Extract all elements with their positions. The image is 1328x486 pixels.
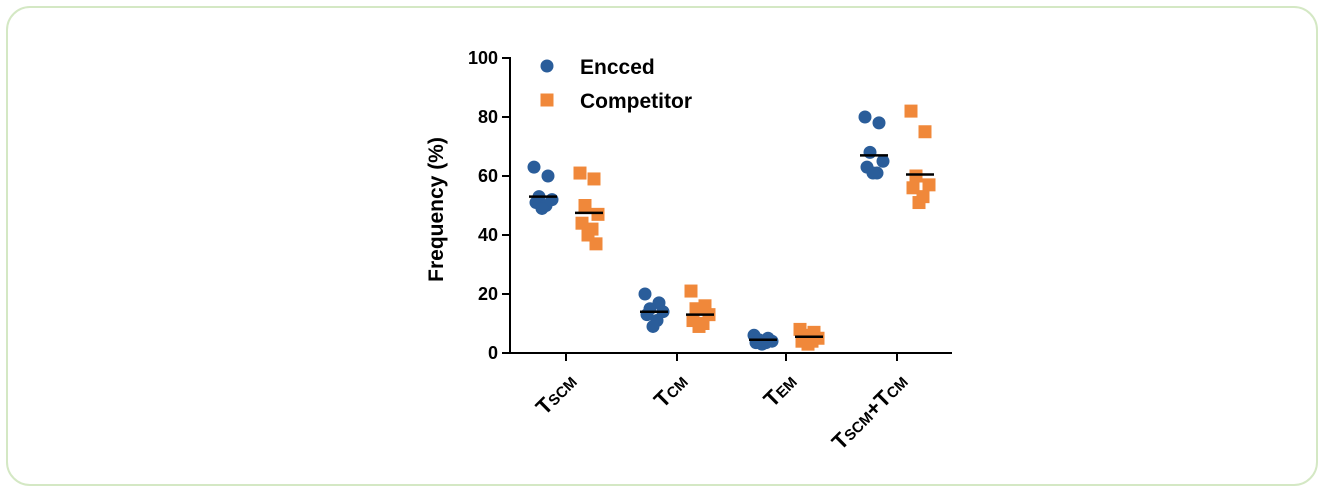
data-point — [575, 216, 589, 230]
data-point — [909, 169, 923, 183]
y-tick-label: 20 — [478, 284, 498, 304]
legend-label: Encced — [580, 56, 655, 79]
data-point — [589, 237, 603, 251]
x-tick-label: TSCM+TCM — [827, 369, 913, 455]
data-point — [689, 302, 703, 316]
data-point — [863, 145, 877, 159]
data-point — [638, 287, 652, 301]
data-point — [922, 178, 936, 192]
data-marks — [527, 104, 936, 351]
legend-marker — [540, 93, 554, 107]
data-point — [801, 337, 815, 351]
data-point — [906, 181, 920, 195]
x-tick-label: TCM — [649, 369, 693, 413]
data-point — [918, 125, 932, 139]
y-tick-label: 100 — [468, 48, 498, 68]
data-point — [912, 196, 926, 210]
data-point — [866, 166, 880, 180]
axes: 0 20 40 60 80 100 TSCM TCM TEM TSCM+TCM — [468, 48, 952, 455]
x-tick-label: TSCM — [531, 369, 582, 420]
data-point — [876, 154, 890, 168]
data-point — [591, 207, 605, 221]
data-point — [587, 172, 601, 186]
mean-lines — [529, 154, 934, 341]
x-tick-label: TEM — [758, 369, 801, 412]
data-point — [578, 199, 592, 212]
y-tick-label: 60 — [478, 166, 498, 186]
legend-label: Competitor — [580, 90, 692, 113]
data-point — [858, 110, 872, 124]
data-point — [684, 284, 698, 298]
data-point — [646, 319, 660, 333]
data-point — [904, 104, 918, 118]
data-point — [541, 169, 555, 183]
figure-panel — [6, 6, 1318, 486]
data-point — [573, 166, 587, 180]
y-tick-label: 0 — [488, 343, 498, 363]
data-point — [692, 319, 706, 333]
legend: Encced Competitor — [540, 56, 692, 113]
legend-marker — [540, 59, 554, 73]
y-tick-label: 80 — [478, 107, 498, 127]
data-point — [535, 201, 549, 215]
data-point — [872, 116, 886, 130]
y-tick-label: 40 — [478, 225, 498, 245]
y-axis-title: Frequency (%) — [425, 137, 448, 282]
data-point — [527, 160, 541, 174]
scatter-chart: 0 20 40 60 80 100 TSCM TCM TEM TSCM+TCM Encced Com… — [425, 48, 952, 455]
